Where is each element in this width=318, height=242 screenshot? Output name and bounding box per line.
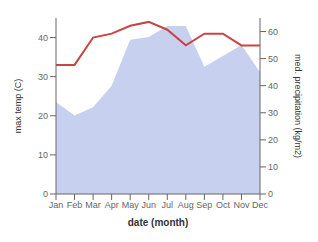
svg-text:med. precipitation (kg/m2): med. precipitation (kg/m2) [293,54,303,158]
svg-text:30: 30 [268,108,278,118]
svg-text:20: 20 [38,111,48,121]
svg-text:Feb: Feb [67,200,83,210]
svg-text:30: 30 [38,72,48,82]
svg-text:Jul: Jul [162,200,174,210]
svg-text:May: May [122,200,140,210]
svg-text:Jan: Jan [49,200,64,210]
svg-text:40: 40 [268,81,278,91]
svg-text:date (month): date (month) [128,217,189,228]
svg-text:max temp (C): max temp (C) [13,79,23,134]
svg-text:10: 10 [38,150,48,160]
svg-text:40: 40 [38,33,48,43]
svg-text:Jun: Jun [141,200,156,210]
svg-text:0: 0 [43,189,48,199]
svg-text:Apr: Apr [105,200,119,210]
svg-text:20: 20 [268,135,278,145]
svg-text:Aug: Aug [178,200,194,210]
svg-text:0: 0 [268,189,273,199]
svg-text:60: 60 [268,27,278,37]
svg-text:Dec: Dec [252,200,269,210]
svg-text:Nov: Nov [233,200,250,210]
svg-text:Oct: Oct [216,200,231,210]
svg-text:Sep: Sep [196,200,212,210]
svg-text:50: 50 [268,54,278,64]
svg-text:10: 10 [268,162,278,172]
svg-text:Mar: Mar [85,200,101,210]
